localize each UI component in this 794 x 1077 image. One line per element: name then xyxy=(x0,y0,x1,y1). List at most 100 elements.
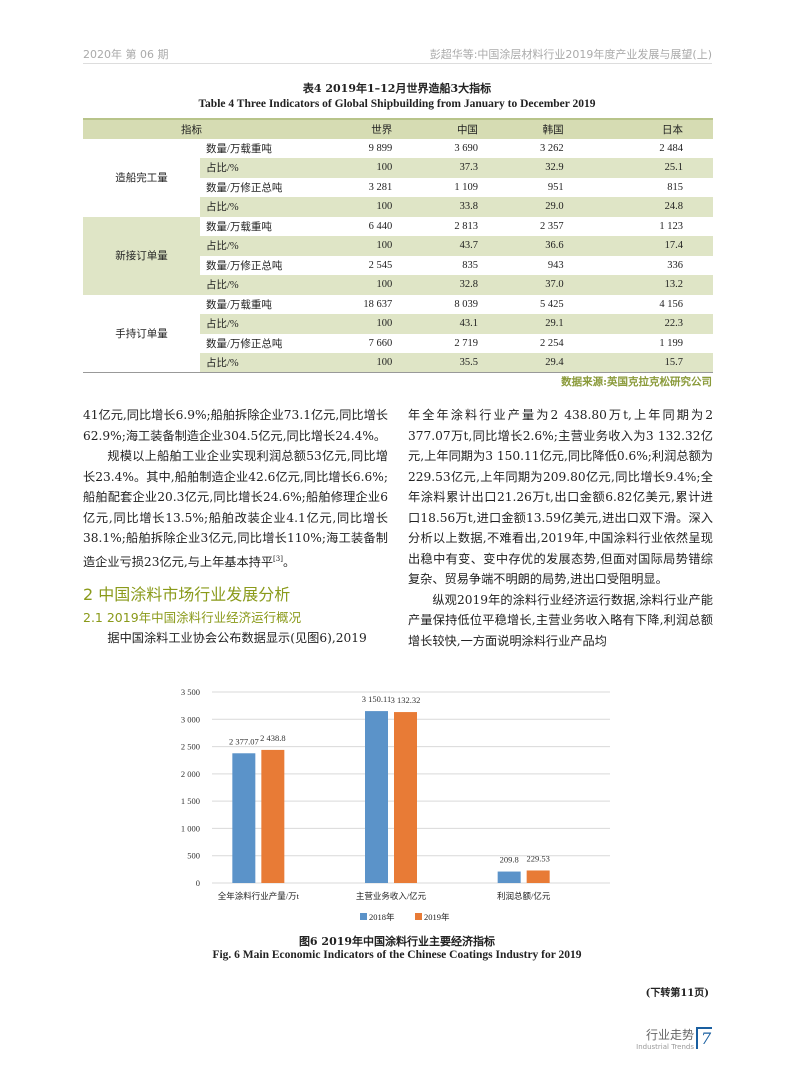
metric-cell: 数量/万修正总吨 xyxy=(206,338,283,350)
table-row: 占比/% 100 32.8 37.0 13.2 xyxy=(83,275,713,295)
value-cell: 951 xyxy=(547,181,564,193)
value-cell: 24.8 xyxy=(569,197,713,217)
value-cell: 29.4 xyxy=(483,353,570,373)
metric-cell: 数量/万修正总吨 xyxy=(206,260,283,272)
value-cell: 2 813 xyxy=(454,220,478,232)
shipbuilding-table: 指标 世界 中国 韩国 日本 造船完工量 数量/万载重吨 9 899 3 690 3 2… xyxy=(83,118,713,373)
table-row: 数量/万修正总吨 7 660 2 719 2 254 1 199 xyxy=(83,334,713,354)
page-number: 7 xyxy=(696,1027,712,1049)
legend-swatch xyxy=(415,913,422,920)
value-cell: 835 xyxy=(462,259,478,271)
value-cell: 43.7 xyxy=(398,236,484,256)
bar xyxy=(526,870,550,883)
value-cell: 100 xyxy=(300,197,399,217)
metric-cell: 占比/% xyxy=(200,158,300,178)
value-cell: 13.2 xyxy=(569,275,713,295)
x-tick-label: 主营业务收入/亿元 xyxy=(356,891,427,901)
x-tick-label: 全年涂料行业产量/万t xyxy=(218,891,300,901)
col-header: 韩国 xyxy=(542,124,564,136)
data-label: 2 377.07 xyxy=(229,736,259,746)
figure-caption-en: Fig. 6 Main Economic Indicators of the C… xyxy=(212,949,582,961)
value-cell: 2 719 xyxy=(454,337,478,349)
data-label: 3 132.32 xyxy=(391,695,421,705)
value-cell: 1 123 xyxy=(659,220,683,232)
table-row: 数量/万修正总吨 3 281 1 109 951 815 xyxy=(83,178,713,198)
paragraph-text: 规模以上船舶工业企业实现利润总额53亿元,同比增长23.4%。其中,船舶制造企业… xyxy=(83,449,388,569)
legend-label: 2019年 xyxy=(424,912,450,922)
metric-cell: 占比/% xyxy=(200,197,300,217)
bar xyxy=(365,711,388,883)
data-label: 2 438.8 xyxy=(260,733,286,743)
metric-cell: 数量/万载重吨 xyxy=(206,299,272,311)
value-cell: 32.8 xyxy=(398,275,484,295)
value-cell: 3 690 xyxy=(454,142,478,154)
metric-cell: 数量/万载重吨 xyxy=(206,143,272,155)
group-label: 造船完工量 xyxy=(115,173,168,184)
table-row: 占比/% 100 43.1 29.1 22.3 xyxy=(83,314,713,334)
left-column: 41亿元,同比增长6.9%;船舶拆除企业73.1亿元,同比增长62.9%;海工装… xyxy=(83,405,388,649)
value-cell: 17.4 xyxy=(569,236,713,256)
group-label: 新接订单量 xyxy=(83,216,200,295)
value-cell: 6 440 xyxy=(368,220,393,232)
data-label: 209.8 xyxy=(500,855,519,865)
y-tick-label: 0 xyxy=(196,878,200,888)
table-row: 手持订单量 数量/万载重吨 18 637 8 039 5 425 4 156 xyxy=(83,295,713,340)
section-heading: 2 中国涂料市场行业发展分析 xyxy=(83,585,291,605)
value-cell: 43.1 xyxy=(398,314,484,334)
y-tick-label: 1 000 xyxy=(181,823,200,833)
figure-caption-cn: 图6 2019年中国涂料行业主要经济指标 xyxy=(298,935,496,948)
x-tick-label: 利润总额/亿元 xyxy=(497,891,551,901)
subsection-heading: 2.1 2019年中国涂料行业经济运行概况 xyxy=(83,610,302,626)
table-row: 造船完工量 数量/万载重吨 9 899 3 690 3 262 2 484 xyxy=(83,139,713,184)
paragraph: 规模以上船舶工业企业实现利润总额53亿元,同比增长23.4%。其中,船舶制造企业… xyxy=(83,446,388,572)
continued-note: (下转第11页) xyxy=(645,988,709,999)
value-cell: 4 156 xyxy=(659,298,683,310)
value-cell: 815 xyxy=(667,181,683,193)
paragraph: 据中国涂料工业协会公布数据显示(见图6),2019 xyxy=(107,631,367,646)
y-tick-label: 2 500 xyxy=(181,742,200,752)
table-row: 占比/% 100 43.7 36.6 17.4 xyxy=(83,236,713,256)
metric-cell: 数量/万载重吨 xyxy=(206,221,272,233)
value-cell: 36.6 xyxy=(483,236,570,256)
value-cell: 35.5 xyxy=(398,353,484,373)
metric-cell: 占比/% xyxy=(200,353,300,373)
value-cell: 37.3 xyxy=(398,158,484,178)
value-cell: 32.9 xyxy=(483,158,570,178)
value-cell: 3 262 xyxy=(539,142,564,154)
table-source: 数据来源:英国克拉克松研究公司 xyxy=(561,376,712,388)
bar xyxy=(232,753,256,883)
value-cell: 37.0 xyxy=(483,275,570,295)
metric-cell: 占比/% xyxy=(200,275,300,295)
table-header-row: 指标 世界 中国 韩国 日本 xyxy=(83,119,713,139)
y-tick-label: 500 xyxy=(187,851,200,861)
table-caption-cn: 表4 2019年1–12月世界造船3大指标 xyxy=(302,82,492,95)
value-cell: 29.1 xyxy=(483,314,570,334)
y-tick-label: 3 000 xyxy=(181,714,200,724)
value-cell: 2 357 xyxy=(539,220,564,232)
section-brand: 行业走势 Industrial Trends xyxy=(636,1026,694,1051)
y-tick-label: 2 000 xyxy=(181,769,200,779)
section-name-cn: 行业走势 xyxy=(645,1028,694,1042)
paragraph: 41亿元,同比增长6.9%;船舶拆除企业73.1亿元,同比增长62.9%;海工装… xyxy=(83,408,388,443)
value-cell: 5 425 xyxy=(539,298,564,310)
table-row: 新接订单量 数量/万载重吨 6 440 2 813 2 357 1 123 xyxy=(83,216,713,295)
value-cell: 22.3 xyxy=(569,314,713,334)
value-cell: 100 xyxy=(300,353,399,373)
value-cell: 29.0 xyxy=(483,197,570,217)
section-name-en: Industrial Trends xyxy=(636,1043,694,1051)
bar xyxy=(261,749,285,883)
value-cell: 336 xyxy=(667,259,683,271)
table-caption-en: Table 4 Three Indicators of Global Shipb… xyxy=(198,98,596,110)
running-header: 2020年 第 06 期 彭超华等:中国涂层材料行业2019年度产业发展与展望(… xyxy=(83,44,712,64)
data-label: 229.53 xyxy=(526,853,549,863)
table-row: 占比/% 100 35.5 29.4 15.7 xyxy=(83,353,713,373)
paragraph: 年全年涂料行业产量为2 438.80万t,上年同期为2 377.07万t,同比增… xyxy=(408,408,713,586)
value-cell: 100 xyxy=(300,236,399,256)
legend-swatch xyxy=(360,913,367,920)
value-cell: 9 899 xyxy=(368,142,393,154)
paragraph-end: 。 xyxy=(282,554,296,569)
value-cell: 18 637 xyxy=(363,298,393,310)
value-cell: 1 109 xyxy=(454,181,478,193)
metric-cell: 数量/万修正总吨 xyxy=(206,182,283,194)
value-cell: 3 281 xyxy=(368,181,393,193)
